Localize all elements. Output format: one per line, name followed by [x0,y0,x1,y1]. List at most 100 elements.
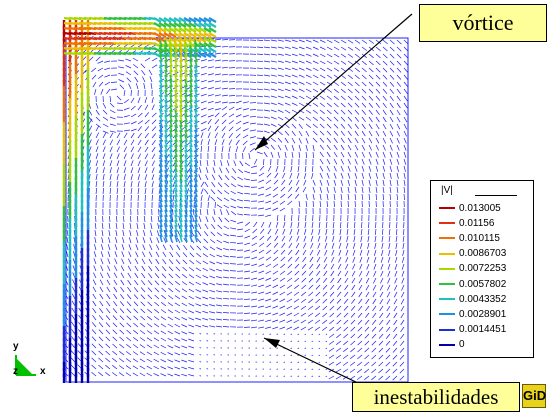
velocity-vector [263,46,270,49]
velocity-vector [301,291,307,297]
velocity-vector [270,102,277,106]
velocity-vector [194,189,198,198]
velocity-vector [298,214,300,222]
velocity-vector [368,221,370,229]
velocity-vector [354,46,361,51]
velocity-vector [153,344,160,349]
velocity-vector [389,116,394,123]
velocity-vector [205,174,209,181]
velocity-vector [151,167,155,174]
velocity-vector [396,123,401,130]
velocity-vector [202,275,209,279]
velocity-vector [251,284,258,287]
velocity-vector [188,295,195,300]
velocity-vector [168,280,174,286]
velocity-vector [174,366,181,370]
velocity-vector [169,44,173,53]
velocity-vector [153,358,160,363]
velocity-vector [123,132,128,139]
velocity-vector [130,167,134,174]
velocity-vector [109,102,115,108]
velocity-vector [135,83,139,90]
velocity-vector [396,144,400,151]
velocity-vector [174,104,178,113]
velocity-vector [168,22,177,28]
velocity-vector [243,214,251,216]
velocity-vector [244,228,251,233]
velocity-vector [228,139,233,146]
velocity-vector [151,153,156,160]
velocity-vector [99,279,104,286]
velocity-vector [251,256,258,260]
velocity-vector [184,149,188,158]
velocity-vector [167,302,174,307]
velocity-vector [237,176,244,181]
velocity-vector [403,158,407,165]
velocity-vector [157,223,160,230]
velocity-vector [207,125,212,132]
velocity-vector [174,189,178,198]
velocity-vector [164,224,168,233]
velocity-vector [310,242,314,249]
velocity-vector [194,64,198,73]
velocity-vector [159,159,163,168]
velocity-vector [371,354,377,360]
velocity-vector [382,172,385,179]
velocity-vector [176,252,181,258]
velocity-vector [133,315,139,321]
velocity-vector [303,228,307,235]
velocity-vector [284,74,291,78]
velocity-vector [141,272,146,279]
velocity-vector [174,54,178,63]
velocity-vector [189,114,193,123]
velocity-vector [194,69,198,78]
velocity-vector [194,49,198,58]
velocity-vector [174,174,178,183]
velocity-vector [368,60,374,66]
velocity-vector [159,129,163,138]
velocity-vector [195,296,202,300]
velocity-vector [95,153,99,160]
velocity-vector [164,79,168,88]
velocity-vector [167,295,174,300]
velocity-vector [330,284,335,290]
velocity-vector [297,165,300,172]
velocity-vector [189,74,193,83]
velocity-vector [95,132,100,139]
velocity-vector [361,67,367,73]
velocity-vector [375,186,378,193]
velocity-vector [223,204,230,209]
velocity-vector [184,159,188,168]
velocity-vector [116,188,119,195]
velocity-vector [174,154,178,163]
velocity-vector [174,302,181,307]
velocity-vector [188,17,197,23]
velocity-vector [100,88,104,95]
velocity-vector [133,337,139,342]
velocity-vector [361,81,367,87]
velocity-vector [120,293,125,300]
legend-label: 0.0057802 [459,278,507,290]
velocity-vector [242,108,249,111]
velocity-vector [195,317,202,321]
velocity-vector [153,32,162,38]
velocity-vector [373,263,377,270]
velocity-vector [365,305,370,312]
velocity-vector [119,351,125,356]
velocity-vector [194,154,198,163]
velocity-vector [378,354,384,360]
velocity-vector [265,214,272,217]
velocity-vector [277,109,284,113]
velocity-vector [340,88,346,94]
velocity-vector [263,102,270,105]
velocity-vector [228,126,234,132]
velocity-vector [175,273,181,279]
velocity-vector [70,357,76,363]
velocity-vector [330,263,335,270]
legend-label: 0.0043352 [459,293,507,305]
velocity-vector [354,81,360,87]
velocity-vector [235,127,242,132]
velocity-vector [326,116,332,122]
velocity-vector [174,323,181,328]
